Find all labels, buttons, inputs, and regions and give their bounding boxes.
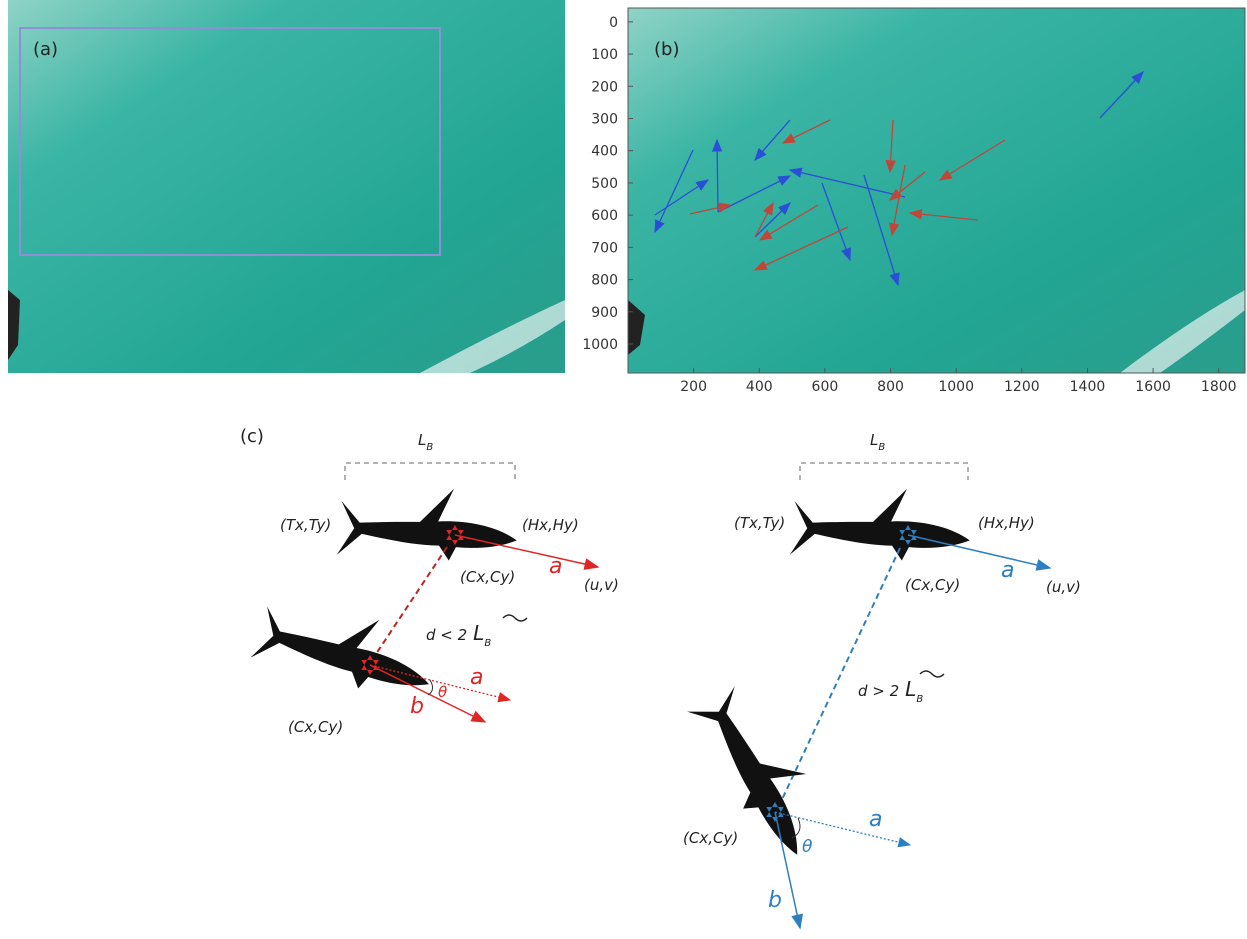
heading-arrow bbox=[455, 535, 598, 567]
tail-label: (Tx,Ty) bbox=[280, 516, 331, 534]
panel-label: (c) bbox=[240, 426, 264, 447]
y-tick-label: 600 bbox=[591, 208, 618, 224]
y-tick-label: 500 bbox=[591, 176, 618, 192]
figure: (a) (b) (c) LB (Tx,Ty) (Hx,Hy) (Cx,Cy) a… bbox=[0, 0, 1247, 935]
panel-label: (b) bbox=[654, 39, 679, 60]
center-label: (Cx,Cy) bbox=[460, 568, 515, 586]
y-tick-label: 800 bbox=[591, 273, 618, 289]
theta-label: θ bbox=[438, 683, 447, 701]
x-tick-label: 600 bbox=[812, 379, 839, 395]
a-label: a bbox=[869, 807, 882, 832]
distance-line bbox=[778, 548, 900, 808]
panel-b: (b) bbox=[628, 8, 1247, 373]
aerial-photo bbox=[628, 8, 1245, 373]
center-label: (Cx,Cy) bbox=[683, 829, 738, 847]
y-tick-label: 300 bbox=[591, 111, 618, 127]
b-label: b bbox=[768, 888, 782, 913]
panel-label: (a) bbox=[33, 39, 58, 60]
y-tick-label: 700 bbox=[591, 240, 618, 256]
y-tick-label: 400 bbox=[591, 144, 618, 160]
head-label: (Hx,Hy) bbox=[522, 516, 579, 534]
head-label: (Hx,Hy) bbox=[978, 514, 1035, 532]
y-tick-label: 900 bbox=[591, 305, 618, 321]
tail-label: (Tx,Ty) bbox=[734, 514, 785, 532]
panel-c: (c) LB (Tx,Ty) (Hx,Hy) (Cx,Cy) a (u,v) d… bbox=[240, 426, 1081, 928]
x-tick-label: 1800 bbox=[1201, 379, 1237, 395]
panel-a: (a) bbox=[8, 0, 565, 373]
x-tick-label: 200 bbox=[680, 379, 707, 395]
center-label: (Cx,Cy) bbox=[905, 576, 960, 594]
length-label: LB bbox=[870, 431, 885, 453]
theta-label: θ bbox=[802, 837, 813, 857]
x-tick-label: 1400 bbox=[1070, 379, 1106, 395]
x-tick-label: 1200 bbox=[1004, 379, 1040, 395]
x-tick-label: 1000 bbox=[938, 379, 974, 395]
x-tick-label: 1600 bbox=[1135, 379, 1171, 395]
y-tick-label: 0 bbox=[609, 15, 618, 31]
shark bbox=[337, 479, 521, 570]
vector-label: a bbox=[549, 554, 562, 579]
shark bbox=[790, 479, 974, 570]
y-tick-label: 200 bbox=[591, 79, 618, 95]
center-label: (Cx,Cy) bbox=[288, 718, 343, 736]
tilde bbox=[920, 671, 944, 677]
vector-label: a bbox=[1001, 558, 1014, 583]
tilde bbox=[503, 615, 527, 621]
x-tick-label: 800 bbox=[877, 379, 904, 395]
y-tick-label: 100 bbox=[591, 47, 618, 63]
aerial-photo bbox=[8, 0, 565, 373]
y-tick-label: 1000 bbox=[582, 337, 618, 353]
a-label: a bbox=[470, 665, 483, 690]
length-bracket bbox=[345, 463, 515, 480]
velocity-label: (u,v) bbox=[1046, 578, 1081, 596]
heading-arrow bbox=[908, 535, 1050, 568]
vector-b bbox=[370, 665, 485, 722]
angle-arc bbox=[428, 680, 433, 695]
x-tick-label: 400 bbox=[746, 379, 773, 395]
length-bracket bbox=[800, 463, 968, 480]
b-label: b bbox=[410, 694, 424, 719]
length-label: LB bbox=[418, 431, 433, 453]
velocity-label: (u,v) bbox=[584, 576, 619, 594]
